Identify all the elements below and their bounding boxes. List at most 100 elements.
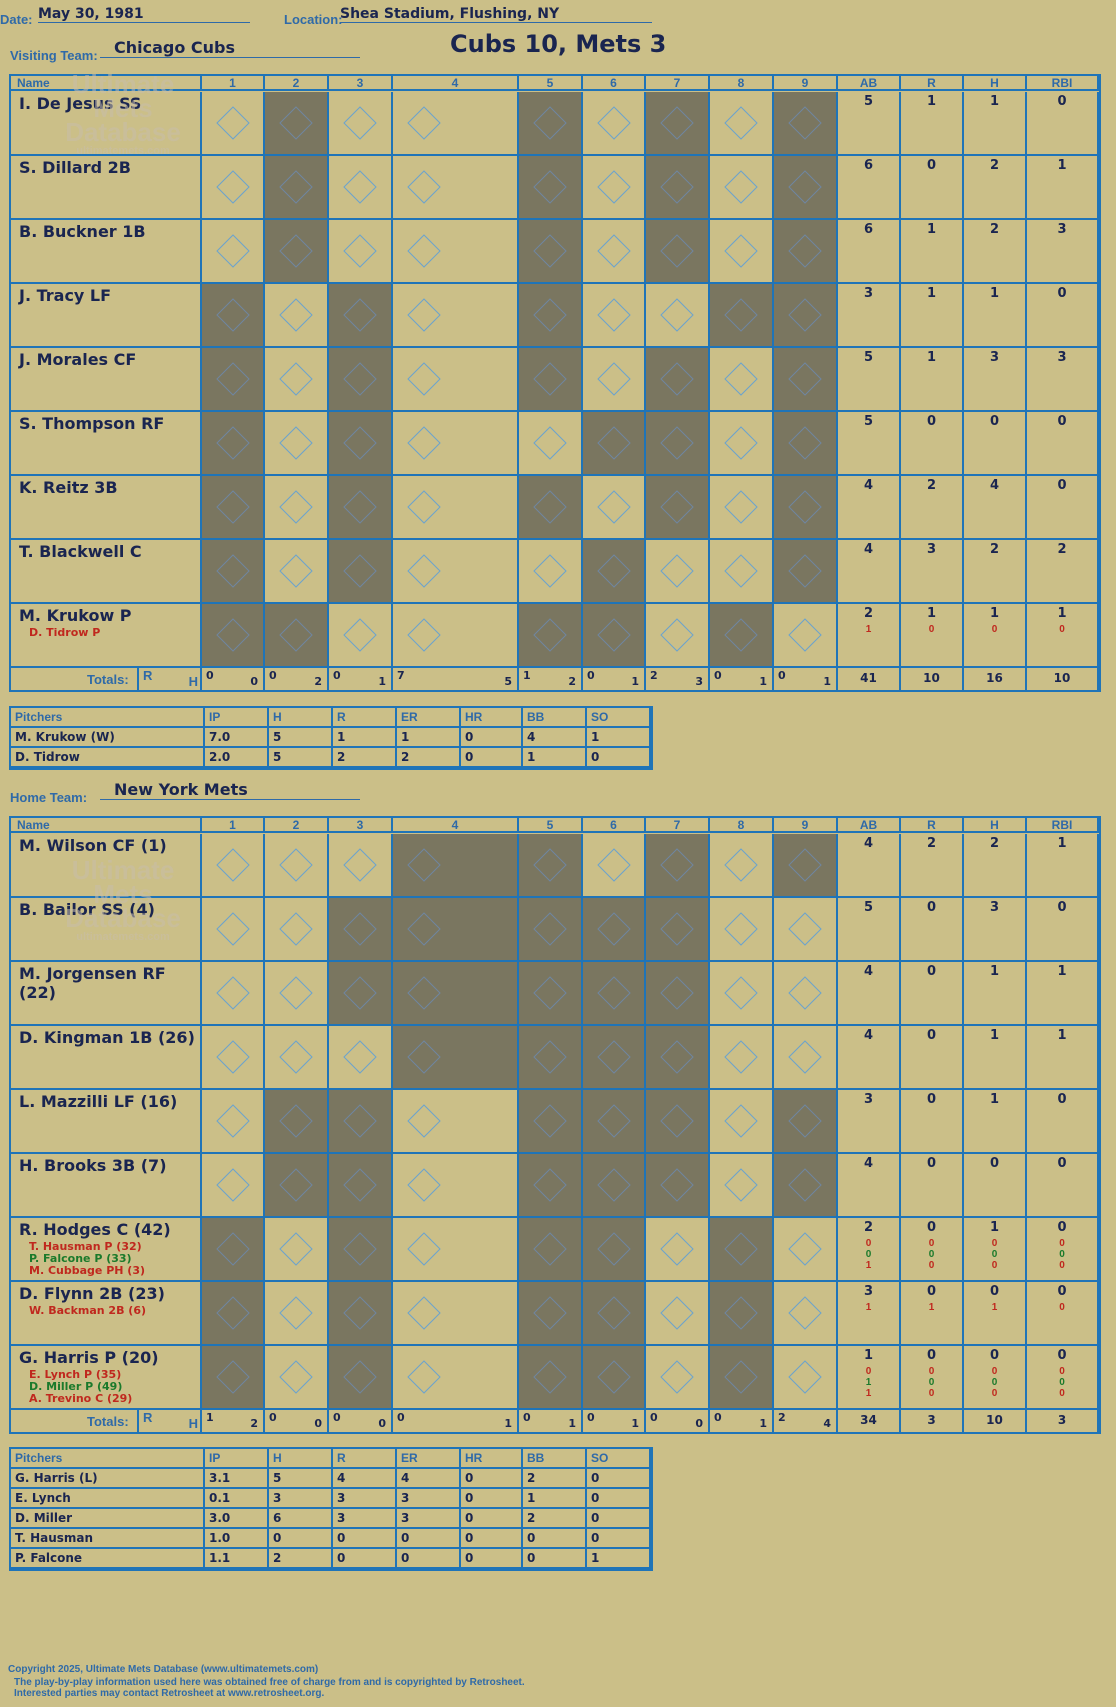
base-diamond-icon	[724, 554, 758, 588]
pitchers-header-cell: H	[269, 1449, 333, 1469]
inning-cell	[519, 1090, 583, 1154]
player-name: M. Krukow P	[19, 606, 132, 625]
visitors-scorecard: Name 1 2 3 4 5 6 7 8 9 AB R H RBI I. De Jesus SS 5 1 1 0 S.…	[9, 74, 1101, 692]
pitcher-stat-cell: 5	[269, 748, 333, 768]
inning-cell	[393, 412, 519, 476]
inning-cell	[202, 898, 265, 962]
base-diamond-icon	[533, 362, 567, 396]
inning-runs: 1	[206, 1411, 214, 1424]
pitcher-stat-cell: 0	[523, 1529, 587, 1549]
inning-cell	[265, 898, 329, 962]
inning-cell	[329, 284, 393, 348]
inning-cell	[202, 156, 265, 220]
inning-cell	[519, 540, 583, 604]
substitute-stat-value: 0	[991, 1366, 998, 1377]
inning-cell	[265, 1154, 329, 1218]
stat-value: 0	[926, 1092, 937, 1107]
inning-hits: 1	[378, 675, 386, 688]
inning-cell	[646, 1090, 710, 1154]
inning-cell	[393, 92, 519, 156]
stat-value: 0	[1057, 900, 1067, 915]
base-diamond-icon	[597, 1168, 631, 1202]
stat-value: 1	[989, 1092, 1000, 1107]
inning-cell	[329, 834, 393, 898]
substitute-stat-value: 0	[991, 1377, 998, 1388]
runs-cell: 0	[901, 156, 964, 220]
rbi-cell: 0	[1027, 1090, 1099, 1154]
inning-cell	[774, 284, 838, 348]
base-diamond-icon	[407, 170, 441, 204]
base-diamond-icon	[597, 1040, 631, 1074]
hits-cell: 3	[964, 898, 1027, 962]
player-name-cell: G. Harris P (20) E. Lynch P (35) D. Miller…	[11, 1346, 202, 1410]
inning-cell	[393, 834, 519, 898]
base-diamond-icon	[407, 426, 441, 460]
inning-cell	[519, 1346, 583, 1410]
inning-hits: 1	[504, 1417, 512, 1430]
base-diamond-icon	[533, 426, 567, 460]
location-label: Location:	[284, 12, 343, 27]
column-header-5: 5	[519, 818, 583, 833]
inning-cell	[710, 834, 774, 898]
inning-cell	[583, 284, 646, 348]
inning-cell	[202, 1154, 265, 1218]
stat-value: 3	[1057, 222, 1067, 237]
home-team-label: Home Team:	[10, 790, 88, 805]
player-name-cell: H. Brooks 3B (7)	[11, 1154, 202, 1218]
inning-cell	[202, 476, 265, 540]
substitute-name: M. Cubbage PH (3)	[29, 1264, 145, 1277]
inning-cell	[583, 1218, 646, 1282]
stat-value: 3	[1057, 350, 1067, 365]
at-bats-cell: 4	[838, 540, 901, 604]
at-bats-cell: 4	[838, 1154, 901, 1218]
player-name-cell: I. De Jesus SS	[11, 92, 202, 156]
substitute-stat-value: 0	[865, 1366, 872, 1377]
inning-hits: 2	[250, 1417, 258, 1430]
runs-key: R	[143, 1410, 153, 1425]
column-header-2: 2	[265, 818, 329, 833]
substitute-stat-value: 0	[991, 1238, 998, 1249]
base-diamond-icon	[279, 106, 313, 140]
base-diamond-icon	[216, 1040, 250, 1074]
stat-value: 0	[1057, 1156, 1067, 1171]
pitcher-stat-cell: 3	[397, 1509, 461, 1529]
pitcher-stat-cell: 0.1	[205, 1489, 269, 1509]
base-diamond-icon	[660, 298, 694, 332]
pitchers-header-cell: R	[333, 708, 397, 728]
base-diamond-icon	[216, 976, 250, 1010]
pitchers-header-cell: HR	[461, 708, 523, 728]
substitute-stat-value: 0	[991, 1260, 998, 1271]
pitchers-header-cell: H	[269, 708, 333, 728]
inning-cell	[393, 156, 519, 220]
base-diamond-icon	[597, 1104, 631, 1138]
stat-value: 1	[989, 1220, 1000, 1235]
at-bats-cell: 6	[838, 220, 901, 284]
hits-cell: 3	[964, 348, 1027, 412]
watermark-logo-home: Ultimate Mets Database ultimatemets.com	[65, 855, 181, 943]
pitchers-header-cell: SO	[587, 708, 651, 728]
player-name-cell: S. Thompson RF	[11, 412, 202, 476]
rbi-cell: 0	[1027, 1154, 1099, 1218]
base-diamond-icon	[533, 234, 567, 268]
base-diamond-icon	[533, 1168, 567, 1202]
inning-cell	[265, 156, 329, 220]
pitcher-stat-cell: 0	[587, 748, 651, 768]
inning-cell	[583, 1090, 646, 1154]
pitcher-stat-cell: 1	[587, 728, 651, 748]
stat-value: 2	[989, 222, 1000, 237]
base-diamond-icon	[724, 912, 758, 946]
base-diamond-icon	[533, 848, 567, 882]
inning-cell	[646, 1154, 710, 1218]
pitcher-stat-cell: 2	[523, 1469, 587, 1489]
pitcher-stat-cell: 3.1	[205, 1469, 269, 1489]
inning-cell	[710, 156, 774, 220]
base-diamond-icon	[788, 912, 822, 946]
rbi-cell: 1	[1027, 156, 1099, 220]
inning-cell	[265, 962, 329, 1026]
inning-cell	[393, 1026, 519, 1090]
